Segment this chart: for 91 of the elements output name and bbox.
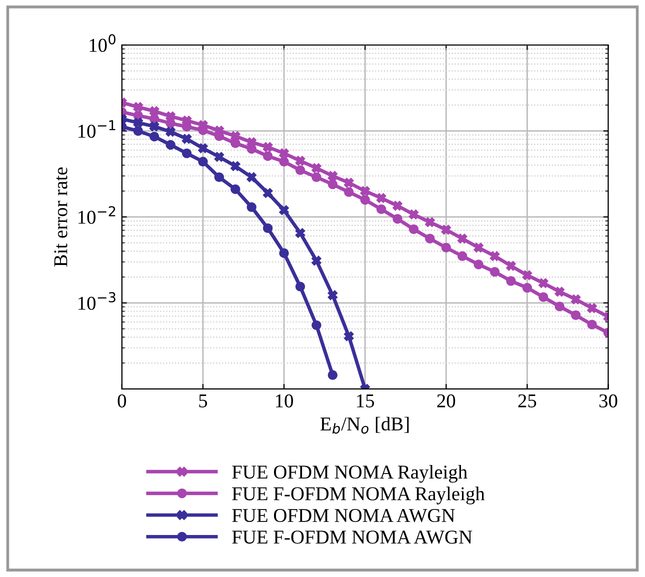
point xyxy=(214,152,224,162)
point xyxy=(538,278,548,288)
point xyxy=(392,214,402,224)
legend-label: FUE OFDM NOMA Rayleigh xyxy=(232,464,468,483)
point xyxy=(279,148,289,158)
point xyxy=(328,179,338,190)
point xyxy=(279,156,289,166)
point xyxy=(312,172,322,182)
point xyxy=(214,172,224,182)
point xyxy=(587,303,597,313)
y-tick-label: 10$^{−2}$ xyxy=(78,206,116,224)
point xyxy=(133,126,143,136)
point xyxy=(312,320,322,330)
legend-label: FUE F-OFDM NOMA Rayleigh xyxy=(232,486,485,504)
point xyxy=(344,331,354,342)
point xyxy=(376,204,386,214)
point xyxy=(425,217,435,228)
point xyxy=(587,320,597,330)
point xyxy=(554,302,564,312)
point xyxy=(328,290,338,300)
point xyxy=(279,205,289,216)
point xyxy=(262,223,273,234)
point xyxy=(360,186,370,196)
point xyxy=(279,248,289,258)
x-tick-label: 20 xyxy=(437,394,456,408)
point xyxy=(246,202,256,212)
point xyxy=(262,142,273,152)
point xyxy=(230,161,240,171)
point xyxy=(490,266,500,277)
x-tick-label: 15 xyxy=(357,394,374,408)
point xyxy=(328,370,338,380)
point xyxy=(344,187,354,197)
x-tick-label: 30 xyxy=(599,394,618,408)
x-tick-label: 0 xyxy=(118,394,126,408)
point xyxy=(441,242,451,252)
legend-label: FUE OFDM NOMA AWGN xyxy=(232,508,455,522)
y-tick-label: 10$^{0}$ xyxy=(90,34,116,52)
point xyxy=(295,156,306,166)
point xyxy=(441,224,451,235)
point xyxy=(149,132,160,142)
point xyxy=(166,118,176,128)
point xyxy=(246,172,256,182)
y-tick-label: 10$^{−3}$ xyxy=(78,292,116,310)
point xyxy=(570,294,581,304)
y-axis-title: Bit error rate xyxy=(54,167,68,267)
point xyxy=(538,292,548,302)
point xyxy=(149,106,160,116)
x-axis-title: E$_{b}$/N$_{o}$ [dB] xyxy=(320,416,409,434)
point xyxy=(182,134,192,144)
point xyxy=(457,251,468,262)
point xyxy=(506,260,516,271)
x-tick-label: 10 xyxy=(276,394,293,408)
point xyxy=(149,114,160,124)
point xyxy=(166,140,176,150)
point xyxy=(295,165,306,176)
point xyxy=(360,195,370,205)
point xyxy=(295,282,306,292)
point xyxy=(198,143,208,154)
point xyxy=(392,200,402,211)
x-tick-label: 25 xyxy=(518,394,536,408)
point xyxy=(262,188,273,198)
point xyxy=(554,286,564,297)
point xyxy=(522,282,532,293)
point xyxy=(312,163,322,173)
point xyxy=(149,122,160,132)
point xyxy=(506,276,516,286)
point xyxy=(230,184,240,194)
point xyxy=(474,260,484,270)
point xyxy=(230,138,240,148)
point xyxy=(408,224,419,234)
point xyxy=(182,148,192,158)
point xyxy=(198,156,208,166)
point xyxy=(474,242,484,252)
point xyxy=(344,178,354,188)
point xyxy=(295,228,306,238)
point xyxy=(490,251,500,262)
point xyxy=(262,151,273,161)
point xyxy=(166,126,176,137)
point xyxy=(312,256,322,266)
point xyxy=(376,193,386,203)
point xyxy=(425,234,435,244)
point xyxy=(133,102,143,112)
x-tick-label: 5 xyxy=(199,394,208,408)
point xyxy=(457,234,468,244)
point xyxy=(570,310,581,320)
point xyxy=(408,210,419,220)
y-tick-label: 10$^{−1}$ xyxy=(78,120,116,138)
legend-label: FUE F-OFDM NOMA AWGN xyxy=(232,530,472,544)
point xyxy=(328,171,338,181)
point xyxy=(522,270,532,280)
point xyxy=(133,118,143,128)
